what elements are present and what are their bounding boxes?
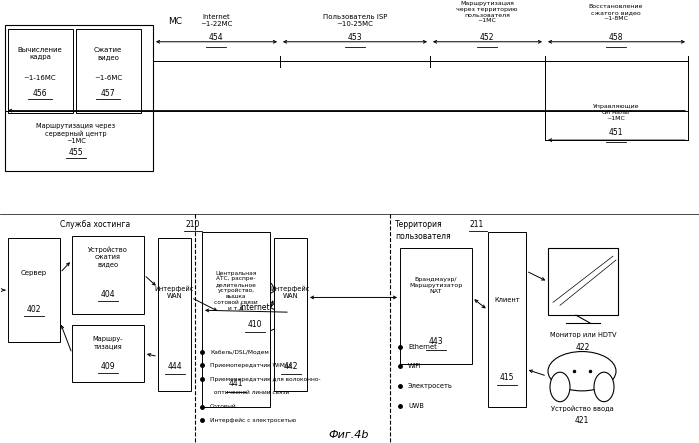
Text: Клиент: Клиент bbox=[494, 297, 520, 303]
Bar bbox=[72, 325, 144, 382]
Bar bbox=[5, 25, 153, 171]
Text: 402: 402 bbox=[27, 305, 41, 314]
Text: Маршрутизация
через территорию
пользователя
~1МС: Маршрутизация через территорию пользоват… bbox=[456, 1, 518, 23]
Text: Пользователь ISP
~10-25МС: Пользователь ISP ~10-25МС bbox=[323, 14, 387, 27]
Text: WiFi: WiFi bbox=[408, 363, 421, 369]
Text: 443: 443 bbox=[428, 337, 443, 346]
Text: 451: 451 bbox=[609, 128, 624, 137]
Text: 421: 421 bbox=[575, 416, 589, 425]
Text: Маршрутизация через
серверный центр
~1МС: Маршрутизация через серверный центр ~1МС bbox=[36, 124, 115, 144]
Text: Центральная
АТС, распре-
делительное
устройство,
вышка
сотовой связи
и т.д.: Центральная АТС, распре- делительное уст… bbox=[214, 271, 258, 311]
Ellipse shape bbox=[550, 372, 570, 402]
Text: Ethernet: Ethernet bbox=[408, 344, 437, 350]
Text: Устройство ввода: Устройство ввода bbox=[551, 405, 614, 412]
Text: 210: 210 bbox=[185, 220, 199, 229]
Ellipse shape bbox=[221, 291, 289, 333]
Ellipse shape bbox=[229, 300, 261, 320]
Text: 415: 415 bbox=[500, 373, 514, 381]
Text: Интерфейс
WAN: Интерфейс WAN bbox=[154, 286, 194, 299]
Text: ~1-6МС: ~1-6МС bbox=[94, 75, 122, 81]
Text: Кабель/DSL/Модем: Кабель/DSL/Модем bbox=[210, 349, 268, 354]
Text: UWB: UWB bbox=[408, 403, 424, 408]
Ellipse shape bbox=[246, 279, 274, 303]
Text: ~1-16МС: ~1-16МС bbox=[24, 75, 57, 81]
Bar bbox=[8, 29, 73, 113]
Text: 452: 452 bbox=[480, 33, 494, 42]
Text: оптической линии связи: оптической линии связи bbox=[210, 390, 289, 395]
Text: 441: 441 bbox=[229, 380, 243, 389]
Ellipse shape bbox=[594, 372, 614, 402]
Text: Восстановление
сжатого видео
~1-8МС: Восстановление сжатого видео ~1-8МС bbox=[589, 4, 643, 20]
Ellipse shape bbox=[267, 291, 291, 310]
Text: 404: 404 bbox=[101, 290, 115, 299]
Text: 456: 456 bbox=[33, 89, 48, 98]
Bar bbox=[400, 248, 472, 364]
Text: 422: 422 bbox=[576, 343, 590, 352]
Text: Приемопередатчик для волоконно-: Приемопередатчик для волоконно- bbox=[210, 377, 321, 381]
Text: 453: 453 bbox=[347, 33, 362, 42]
Text: Сжатие
видео: Сжатие видео bbox=[94, 47, 122, 60]
Text: 457: 457 bbox=[101, 89, 115, 98]
Text: 444: 444 bbox=[167, 362, 182, 371]
Text: 442: 442 bbox=[283, 362, 298, 371]
Text: 409: 409 bbox=[101, 362, 115, 371]
Ellipse shape bbox=[548, 352, 616, 391]
Text: 455: 455 bbox=[69, 148, 83, 157]
Text: Монитор или HDTV: Монитор или HDTV bbox=[549, 332, 617, 338]
Text: Интерфейс с электросетью: Интерфейс с электросетью bbox=[210, 418, 296, 423]
Text: 458: 458 bbox=[609, 33, 624, 42]
Text: Электросеть: Электросеть bbox=[408, 383, 453, 389]
Bar bbox=[488, 232, 526, 407]
Text: Приемопередатчик WiMax: Приемопередатчик WiMax bbox=[210, 363, 292, 368]
Text: Маршру-
тизация: Маршру- тизация bbox=[93, 336, 123, 349]
Text: Управляющие
сигналы
~1МС: Управляющие сигналы ~1МС bbox=[593, 104, 640, 121]
Ellipse shape bbox=[220, 286, 250, 311]
Text: Вычисление
кадра: Вычисление кадра bbox=[17, 47, 62, 60]
Bar bbox=[8, 238, 60, 342]
Text: Брандмауэр/
Маршрутизатор
NAT: Брандмауэр/ Маршрутизатор NAT bbox=[410, 277, 463, 294]
Bar bbox=[548, 248, 618, 315]
Text: 211: 211 bbox=[470, 220, 484, 229]
Text: Устройство
сжатия
видео: Устройство сжатия видео bbox=[88, 247, 128, 268]
Bar bbox=[202, 232, 270, 407]
Text: МС: МС bbox=[168, 17, 182, 26]
Text: Internet: Internet bbox=[240, 303, 271, 312]
Text: Фиг.4b: Фиг.4b bbox=[329, 430, 369, 440]
Bar bbox=[76, 29, 141, 113]
Text: Территория: Территория bbox=[395, 220, 442, 229]
Text: Служба хостинга: Служба хостинга bbox=[60, 220, 130, 229]
Text: 454: 454 bbox=[209, 33, 223, 42]
Bar bbox=[274, 238, 307, 391]
Bar bbox=[158, 238, 191, 391]
Text: пользователя: пользователя bbox=[395, 232, 451, 241]
Text: Сотовый: Сотовый bbox=[210, 404, 237, 409]
Text: Internet
~1-22МС: Internet ~1-22МС bbox=[200, 14, 232, 27]
Text: 410: 410 bbox=[247, 319, 262, 329]
Text: Сервер: Сервер bbox=[21, 270, 47, 276]
Text: Интерфейс
WAN: Интерфейс WAN bbox=[271, 286, 310, 299]
Bar bbox=[72, 236, 144, 314]
